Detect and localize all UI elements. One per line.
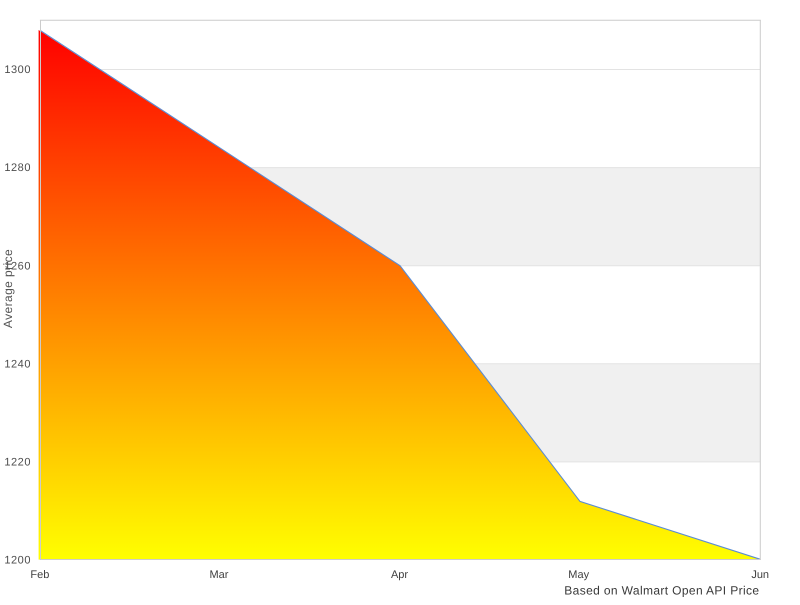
svg-text:Feb: Feb: [30, 569, 49, 581]
svg-text:Jun: Jun: [751, 569, 769, 581]
svg-text:1280: 1280: [4, 162, 31, 174]
svg-text:1300: 1300: [4, 64, 31, 76]
svg-text:1260: 1260: [4, 260, 31, 272]
svg-text:Based on Walmart Open API Pric: Based on Walmart Open API Price: [564, 584, 759, 598]
svg-text:Apr: Apr: [391, 569, 408, 581]
svg-text:Mar: Mar: [210, 569, 229, 581]
svg-text:May: May: [568, 569, 589, 581]
svg-text:1220: 1220: [4, 457, 31, 469]
svg-text:1240: 1240: [4, 358, 31, 370]
svg-text:Average price: Average price: [1, 249, 15, 328]
svg-text:1200: 1200: [4, 555, 31, 567]
